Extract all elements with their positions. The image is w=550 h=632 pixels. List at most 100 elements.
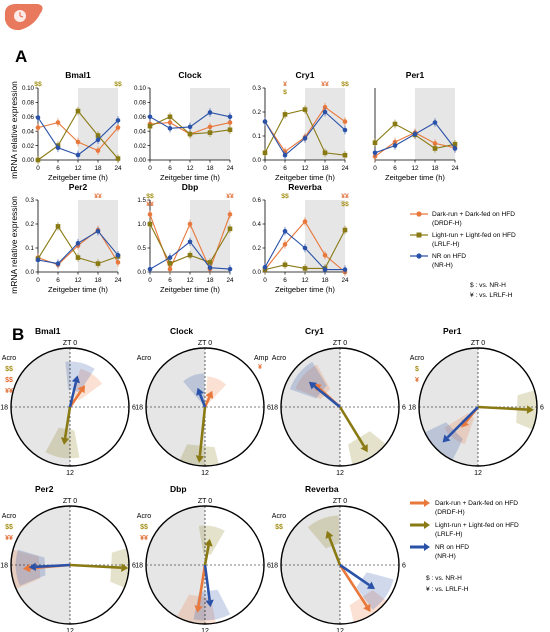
y-tick-label: 0.02 [134, 143, 147, 150]
data-point [75, 255, 81, 260]
y-axis-label-row1: mRNA relative expression [9, 81, 19, 179]
data-point [167, 266, 173, 272]
zt0-label: ZT 0 [333, 498, 347, 505]
panel-a-label: A [15, 47, 27, 66]
significance-mark: $$ [341, 81, 349, 88]
liver-icon [5, 3, 43, 31]
significance-mark: $$ [140, 524, 148, 531]
legend-b-nr: NR on HFD (NR-H) [410, 543, 469, 560]
data-point [227, 226, 233, 232]
zt18-label: 18 [270, 563, 278, 570]
chart-title: Clock [178, 70, 201, 80]
y-tick-label: 1.5 [137, 197, 146, 204]
zt12-label: 12 [66, 628, 74, 632]
polar-title: Clock [170, 326, 193, 336]
vector-arrowhead [60, 437, 70, 445]
data-point [262, 264, 268, 270]
zt18-label: 18 [0, 563, 8, 570]
vector-arrowhead [205, 599, 214, 608]
legend-b-lrlf-line2: (LRLF-H) [435, 531, 462, 538]
data-point [55, 120, 61, 125]
data-point [342, 119, 348, 124]
legend-a-nr: NR on HFD (NR-H) [410, 253, 466, 269]
x-tick-label: 12 [186, 165, 194, 172]
zt6-label: 6 [267, 563, 271, 570]
data-point [322, 150, 328, 156]
significance-mark: ¥¥ [5, 535, 13, 542]
data-point [432, 141, 438, 146]
vector-shaft [197, 564, 207, 607]
significance-mark: ¥¥ [321, 81, 329, 88]
series-nr-h [147, 108, 233, 133]
zt6-label: 6 [540, 405, 544, 412]
vector-shaft [338, 406, 366, 447]
significance-mark: $$ [281, 193, 289, 200]
vector-arrowhead [194, 605, 203, 613]
vector-arrowhead [71, 375, 80, 384]
acro-label: Acro [137, 513, 152, 520]
uncertainty-wedge-nr-h [193, 589, 231, 621]
data-point [302, 245, 308, 251]
vector-lrlf-h [338, 406, 368, 453]
y-tick-label: 0.1 [252, 133, 261, 140]
legend-b: Dark-run + Dark-fed on HFD (DRDF-H) Ligh… [410, 499, 519, 593]
data-point [322, 267, 328, 272]
data-point [95, 228, 101, 234]
panel-b-label: B [12, 325, 24, 344]
zt12-label: 12 [336, 470, 344, 477]
x-axis-label: Zeitgeber time (h) [275, 285, 335, 294]
data-point [187, 252, 193, 258]
significance-mark: ¥¥ [140, 535, 148, 542]
vector-arrowhead [205, 390, 214, 399]
x-tick-label: 6 [393, 165, 397, 172]
vector-lrlf-h [69, 563, 129, 572]
zt18-label: 18 [270, 405, 278, 412]
zt6-label: 6 [267, 405, 271, 412]
data-point [412, 131, 418, 137]
significance-mark: ¥ [258, 364, 262, 371]
y-tick-label: 0.5 [137, 245, 146, 252]
acro-label: Acro [272, 355, 287, 362]
uncertainty-wedge-lrlf-h [45, 427, 80, 459]
data-point [95, 137, 101, 143]
data-point [115, 125, 121, 130]
vector-shaft [313, 385, 341, 409]
y-tick-label: 0.06 [134, 114, 147, 121]
vector-nr-h [442, 406, 479, 443]
y-tick-label: 0.10 [22, 85, 35, 92]
data-point [115, 260, 121, 265]
vector-arrowhead [526, 405, 534, 414]
y-tick-label: 1.0 [137, 221, 146, 228]
legend-a-drdf: Dark-run + Dark-fed on HFD (DRDF-H) [410, 211, 515, 227]
data-point [262, 119, 268, 124]
legend-a-lrlf-line1: Light-run + Light-fed on HFD [432, 232, 516, 239]
acro-label: Acro [2, 513, 17, 520]
vector-nr-h [203, 564, 214, 608]
data-point [302, 266, 308, 271]
data-point [227, 266, 233, 272]
line-chart-bmal1: Bmal1 0 6 12 18 24 Zeitgeber time (h) 0.00 0.02 0… [22, 70, 122, 182]
vector-arrowhead [325, 530, 334, 539]
y-tick-label: 0.2 [25, 221, 34, 228]
data-point [35, 157, 41, 163]
series-nr-h [35, 113, 121, 160]
vector-drdf-h [338, 564, 371, 612]
data-point [432, 146, 438, 151]
vector-nr-h [28, 562, 71, 571]
data-point [147, 123, 153, 129]
vector-shaft [69, 563, 122, 569]
legend-b-drdf-line1: Dark-run + Dark-fed on HFD [435, 500, 518, 507]
chart-title: Per2 [69, 182, 88, 192]
data-point [35, 257, 41, 263]
x-tick-label: 12 [186, 277, 194, 284]
data-point [75, 152, 81, 158]
x-axis-label: Zeitgeber time (h) [275, 173, 335, 182]
x-tick-label: 24 [341, 277, 349, 284]
significance-mark: ¥ [415, 377, 419, 384]
chart-title: Cry1 [296, 70, 315, 80]
y-tick-label: 0.2 [252, 109, 261, 116]
vector-arrowhead [442, 434, 451, 443]
line-chart-clock: Clock 0 6 12 18 24 Zeitgeber time (h) 0.00 0.02 0… [134, 70, 234, 182]
